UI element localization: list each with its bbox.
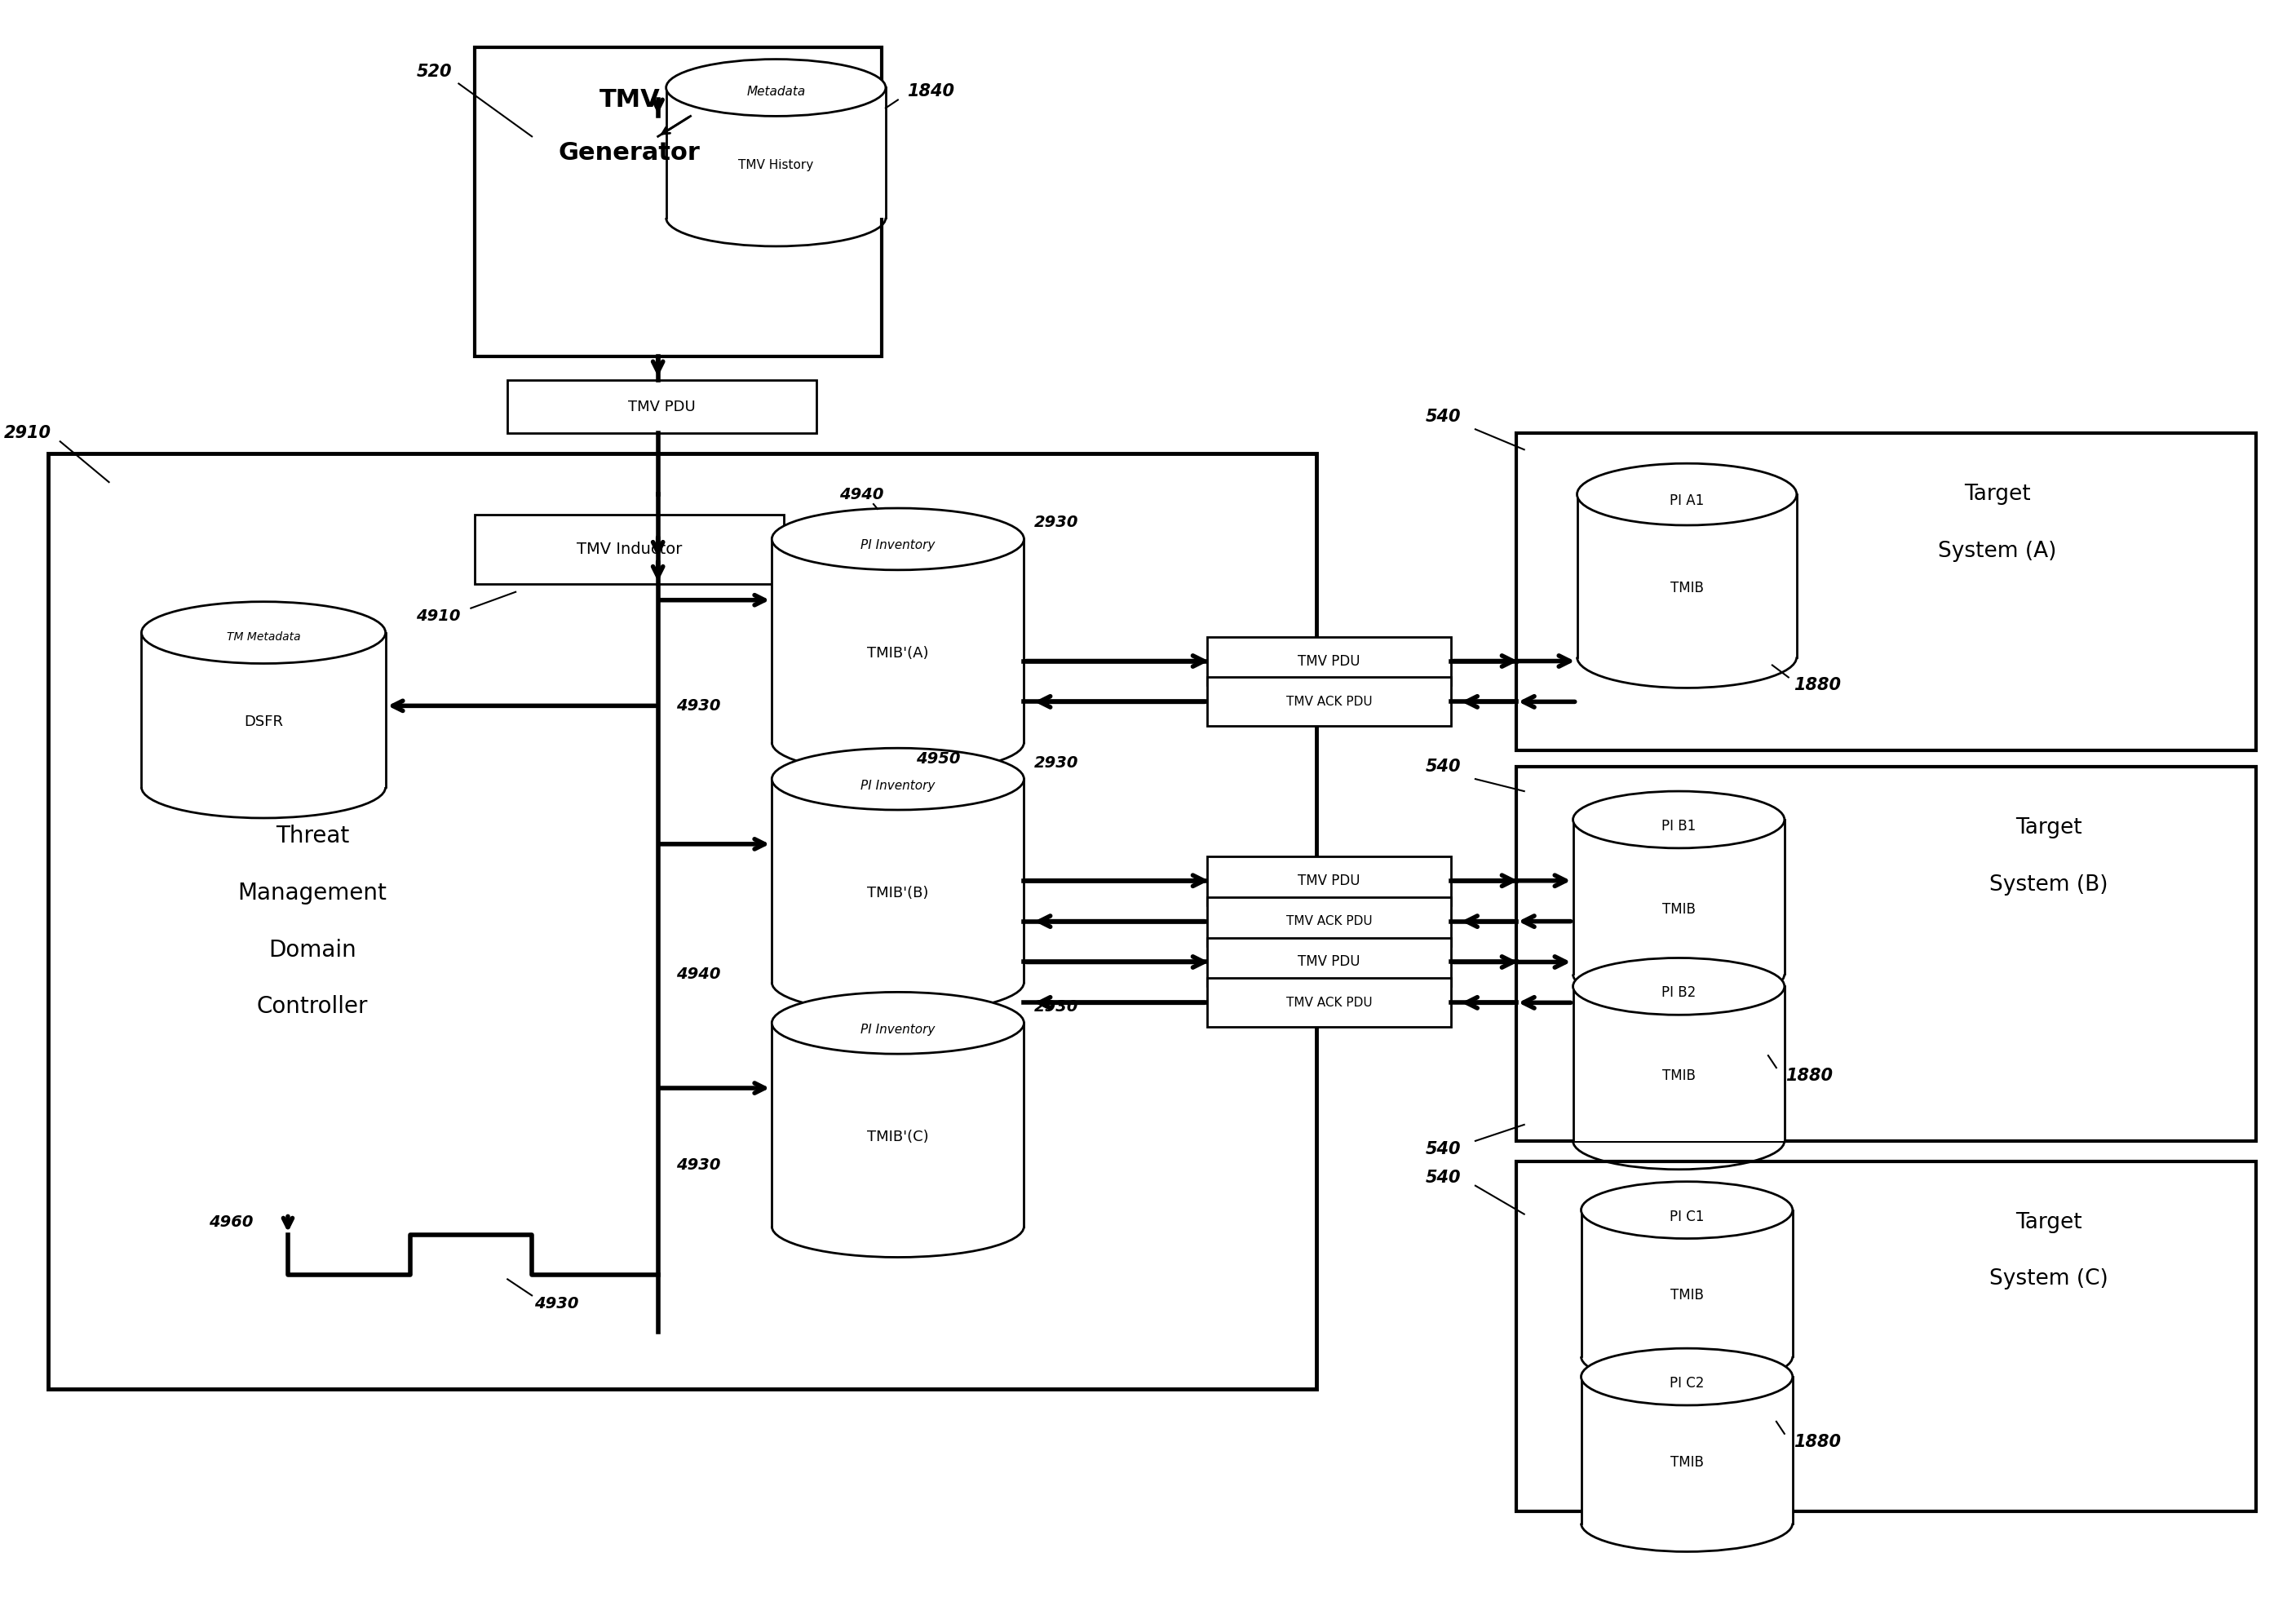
Ellipse shape [1573,958,1784,1015]
Text: DSFR: DSFR [243,714,282,730]
Text: System (A): System (A) [1938,541,2057,562]
Text: TMV PDU: TMV PDU [1297,654,1359,669]
Text: TMIB'(A): TMIB'(A) [868,646,928,661]
Text: 1840: 1840 [907,84,955,100]
Bar [771,779,1024,983]
Text: 1880: 1880 [1786,1067,1832,1085]
Text: TMIB: TMIB [1669,581,1704,596]
Text: Threat: Threat [276,824,349,847]
Bar [1515,1161,2257,1511]
Text: Target: Target [1963,484,2030,505]
Text: TMV ACK PDU: TMV ACK PDU [1286,915,1373,928]
Bar [666,87,886,219]
Bar [771,1023,1024,1226]
Text: TM Metadata: TM Metadata [227,631,301,643]
Bar [1208,677,1451,727]
Text: 4930: 4930 [677,698,721,714]
Text: System (C): System (C) [1991,1269,2108,1290]
Text: TMV ACK PDU: TMV ACK PDU [1286,997,1373,1009]
Bar [1208,856,1451,905]
Bar [1515,434,2257,751]
Ellipse shape [1577,463,1798,525]
Text: TMV ACK PDU: TMV ACK PDU [1286,696,1373,708]
Ellipse shape [1582,1349,1793,1405]
Text: 4940: 4940 [677,967,721,983]
Ellipse shape [666,60,886,117]
Text: TMIB: TMIB [1669,1455,1704,1470]
Text: 4910: 4910 [416,609,461,623]
Bar [1573,986,1784,1141]
Text: PI C1: PI C1 [1669,1209,1704,1224]
Ellipse shape [1582,1182,1793,1239]
Bar [142,633,386,787]
Text: 540: 540 [1426,759,1460,776]
Text: 4950: 4950 [916,751,960,766]
Text: PI B1: PI B1 [1662,819,1697,834]
Text: TMIB: TMIB [1669,1289,1704,1303]
Bar [48,453,1318,1389]
Text: Generator: Generator [558,141,700,165]
Text: TMIB: TMIB [1662,902,1694,916]
Bar [475,47,882,356]
Bar [1573,819,1784,975]
Text: Target: Target [2016,1211,2082,1234]
Text: TMV PDU: TMV PDU [1297,955,1359,970]
Text: TMIB: TMIB [1662,1069,1694,1083]
Bar [1208,978,1451,1026]
Ellipse shape [771,748,1024,810]
Bar [771,539,1024,743]
Text: Management: Management [239,881,386,905]
Bar [1515,767,2257,1141]
Text: Domain: Domain [269,939,356,962]
Text: PI C2: PI C2 [1669,1376,1704,1391]
Text: 2930: 2930 [1033,999,1079,1015]
Bar [1208,897,1451,945]
Text: PI Inventory: PI Inventory [861,779,934,792]
Text: 4940: 4940 [838,487,884,502]
Text: System (B): System (B) [1991,874,2108,895]
Text: PI B2: PI B2 [1662,986,1697,1001]
Bar [475,515,783,584]
Text: 1880: 1880 [1793,677,1841,693]
Text: Target: Target [2016,818,2082,839]
Bar [1582,1376,1793,1523]
Text: TMV: TMV [599,87,659,112]
Bar [507,380,817,434]
Ellipse shape [771,508,1024,570]
Text: 540: 540 [1426,410,1460,426]
Text: 4960: 4960 [209,1214,253,1230]
Text: 4930: 4930 [535,1295,579,1311]
Text: TMIB'(B): TMIB'(B) [868,886,928,900]
Bar [1577,494,1798,657]
Text: PI Inventory: PI Inventory [861,539,934,552]
Text: 540: 540 [1426,1141,1460,1158]
Text: 540: 540 [1426,1169,1460,1185]
Text: 1880: 1880 [1793,1434,1841,1451]
Text: TMV PDU: TMV PDU [629,400,696,414]
Text: 2930: 2930 [1033,515,1079,531]
Text: 520: 520 [416,63,452,79]
Text: PI A1: PI A1 [1669,494,1704,508]
Text: 4930: 4930 [677,1158,721,1174]
Text: TMIB'(C): TMIB'(C) [868,1130,930,1145]
Ellipse shape [771,992,1024,1054]
Text: 2910: 2910 [5,426,51,442]
Ellipse shape [1573,792,1784,848]
Text: TMV Inductor: TMV Inductor [576,541,682,557]
Ellipse shape [142,602,386,664]
Text: PI Inventory: PI Inventory [861,1023,934,1036]
Text: TMV PDU: TMV PDU [1297,873,1359,887]
Bar [1582,1209,1793,1357]
Text: 2930: 2930 [1033,754,1079,771]
Bar [1208,636,1451,685]
Text: Metadata: Metadata [746,86,806,97]
Text: Controller: Controller [257,996,367,1018]
Text: TMV History: TMV History [739,159,813,172]
Bar [1208,937,1451,986]
